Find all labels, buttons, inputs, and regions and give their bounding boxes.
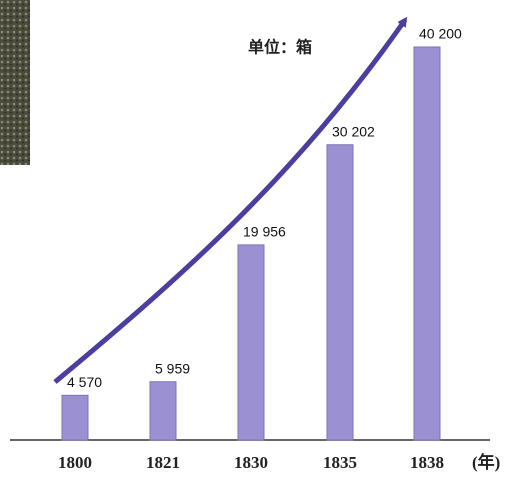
bar [237, 244, 265, 441]
value-label: 4 570 [67, 374, 102, 390]
photo [0, 0, 30, 165]
x-tick-label: 1838 [410, 453, 444, 472]
value-label: 40 200 [419, 26, 462, 42]
x-tick-label: 1821 [146, 453, 180, 472]
bar [413, 46, 441, 441]
bar [326, 144, 354, 441]
value-label: 30 202 [332, 123, 375, 139]
x-tick-label: 1835 [323, 453, 357, 472]
value-label: 5 959 [155, 360, 190, 376]
bar [61, 394, 89, 441]
unit-annotation: 单位：箱 [248, 38, 312, 57]
bar [149, 381, 177, 441]
x-tick-label: 1800 [58, 453, 92, 472]
x-unit: (年) [472, 452, 500, 472]
value-label: 19 956 [243, 224, 286, 240]
trend-arrow [53, 16, 408, 384]
x-tick-label: 1830 [234, 453, 268, 472]
